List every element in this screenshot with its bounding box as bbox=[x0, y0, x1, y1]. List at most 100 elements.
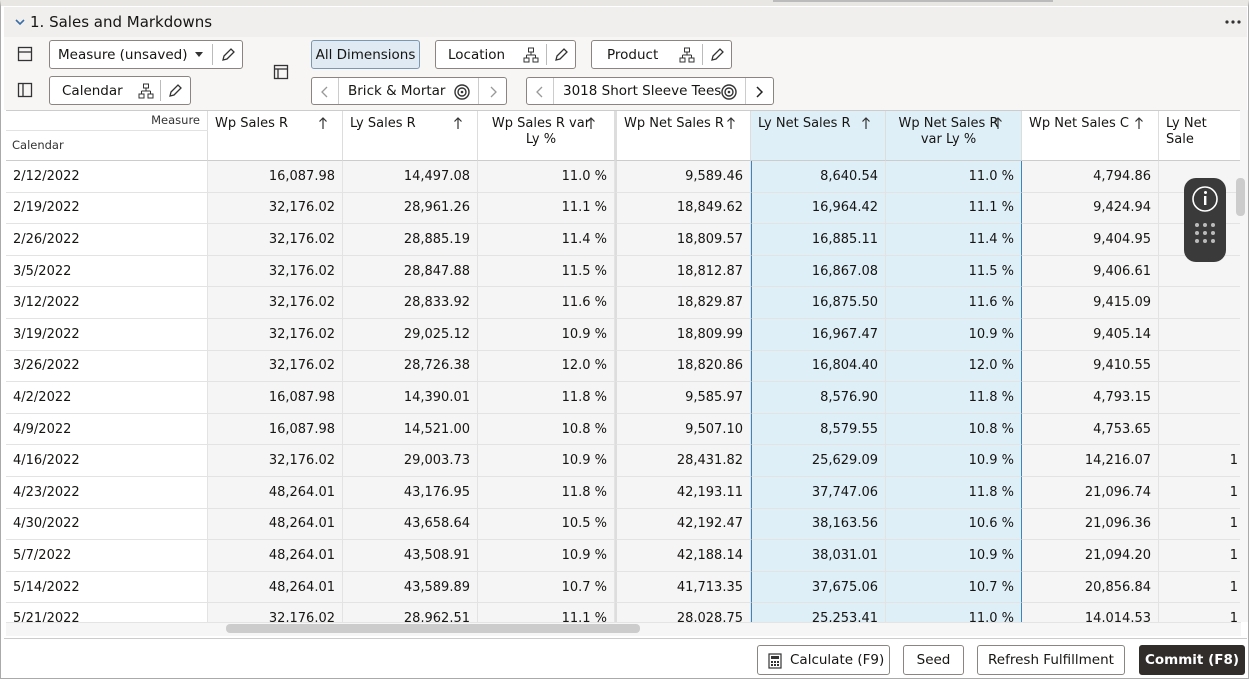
data-cell[interactable]: 11.4 % bbox=[478, 224, 615, 256]
data-cell[interactable]: 43,658.64 bbox=[343, 508, 478, 541]
data-cell[interactable]: 43,589.89 bbox=[343, 571, 478, 604]
column-header[interactable]: Wp Sales R bbox=[208, 111, 343, 161]
data-cell[interactable]: 14,014.53 bbox=[1022, 603, 1159, 622]
data-cell[interactable]: 16,885.11 bbox=[751, 224, 886, 256]
data-cell[interactable]: 28,847.88 bbox=[343, 255, 478, 288]
data-cell[interactable]: 12.0 % bbox=[886, 350, 1022, 383]
sort-icon[interactable] bbox=[861, 116, 871, 130]
data-cell[interactable] bbox=[1159, 287, 1241, 319]
commit-button[interactable]: Commit (F8) bbox=[1139, 645, 1245, 675]
data-cell[interactable]: 1 bbox=[1159, 540, 1241, 572]
data-cell[interactable]: 10.7 % bbox=[478, 571, 615, 604]
data-cell[interactable]: 11.0 % bbox=[886, 603, 1022, 622]
data-cell[interactable]: 43,176.95 bbox=[343, 477, 478, 509]
data-cell[interactable] bbox=[1159, 319, 1241, 351]
product-dimension[interactable]: Product bbox=[591, 40, 732, 69]
data-cell[interactable]: 11.8 % bbox=[478, 382, 615, 414]
data-cell[interactable]: 48,264.01 bbox=[208, 540, 343, 572]
data-cell[interactable]: 38,031.01 bbox=[751, 540, 886, 572]
data-cell[interactable]: 10.9 % bbox=[886, 445, 1022, 477]
data-cell[interactable]: 1 bbox=[1159, 571, 1241, 604]
data-cell[interactable]: 18,809.99 bbox=[615, 319, 751, 351]
data-cell[interactable]: 32,176.02 bbox=[208, 319, 343, 351]
location-selector[interactable]: Brick & Mortar bbox=[311, 77, 507, 105]
data-cell[interactable]: 11.1 % bbox=[478, 192, 615, 225]
data-cell[interactable]: 9,406.61 bbox=[1022, 255, 1159, 288]
edit-icon[interactable] bbox=[220, 47, 236, 63]
seed-button[interactable]: Seed bbox=[903, 645, 964, 675]
data-cell[interactable]: 10.7 % bbox=[886, 571, 1022, 604]
next-arrow[interactable] bbox=[754, 86, 764, 98]
data-cell[interactable]: 9,589.46 bbox=[615, 161, 751, 193]
calculate-button[interactable]: Calculate (F9) bbox=[757, 645, 890, 675]
column-header[interactable]: Wp Net Sales C bbox=[1022, 111, 1159, 161]
edit-icon[interactable] bbox=[167, 83, 183, 99]
data-cell[interactable]: 9,404.95 bbox=[1022, 224, 1159, 256]
data-cell[interactable] bbox=[1159, 413, 1241, 446]
data-cell[interactable]: 16,804.40 bbox=[751, 350, 886, 383]
data-cell[interactable]: 14,216.07 bbox=[1022, 445, 1159, 477]
data-cell[interactable]: 29,003.73 bbox=[343, 445, 478, 477]
target-icon[interactable] bbox=[720, 83, 738, 101]
data-cell[interactable]: 10.9 % bbox=[478, 319, 615, 351]
data-cell[interactable]: 21,096.74 bbox=[1022, 477, 1159, 509]
location-dimension[interactable]: Location bbox=[435, 40, 576, 69]
edit-icon[interactable] bbox=[709, 47, 725, 63]
data-cell[interactable]: 28,833.92 bbox=[343, 287, 478, 319]
data-cell[interactable]: 16,087.98 bbox=[208, 413, 343, 446]
data-cell[interactable]: 16,087.98 bbox=[208, 161, 343, 193]
data-cell[interactable]: 11.5 % bbox=[478, 255, 615, 288]
data-cell[interactable]: 9,585.97 bbox=[615, 382, 751, 414]
data-cell[interactable]: 10.8 % bbox=[886, 413, 1022, 446]
data-cell[interactable]: 14,390.01 bbox=[343, 382, 478, 414]
data-cell[interactable] bbox=[1159, 350, 1241, 383]
data-cell[interactable]: 32,176.02 bbox=[208, 255, 343, 288]
column-header[interactable]: Wp Net Sales R var Ly % bbox=[886, 111, 1022, 161]
data-cell[interactable]: 10.6 % bbox=[886, 508, 1022, 541]
data-cell[interactable]: 37,747.06 bbox=[751, 477, 886, 509]
prev-arrow[interactable] bbox=[320, 86, 330, 98]
data-cell[interactable]: 12.0 % bbox=[478, 350, 615, 383]
data-cell[interactable]: 1 bbox=[1159, 445, 1241, 477]
data-cell[interactable]: 21,094.20 bbox=[1022, 540, 1159, 572]
more-menu[interactable] bbox=[1224, 19, 1242, 25]
data-cell[interactable]: 9,415.09 bbox=[1022, 287, 1159, 319]
data-cell[interactable]: 10.8 % bbox=[478, 413, 615, 446]
prev-arrow[interactable] bbox=[535, 86, 545, 98]
data-cell[interactable]: 42,193.11 bbox=[615, 477, 751, 509]
sort-icon[interactable] bbox=[993, 116, 1003, 130]
data-cell[interactable]: 41,713.35 bbox=[615, 571, 751, 604]
data-cell[interactable]: 4,793.15 bbox=[1022, 382, 1159, 414]
column-header[interactable]: Ly Net Sale bbox=[1159, 111, 1241, 161]
data-cell[interactable]: 16,087.98 bbox=[208, 382, 343, 414]
data-cell[interactable]: 11.0 % bbox=[886, 161, 1022, 193]
data-cell[interactable]: 28,885.19 bbox=[343, 224, 478, 256]
data-cell[interactable]: 28,726.38 bbox=[343, 350, 478, 383]
data-cell[interactable]: 16,867.08 bbox=[751, 255, 886, 288]
data-cell[interactable]: 10.9 % bbox=[478, 445, 615, 477]
data-cell[interactable]: 8,579.55 bbox=[751, 413, 886, 446]
data-cell[interactable]: 28,028.75 bbox=[615, 603, 751, 622]
data-cell[interactable]: 28,431.82 bbox=[615, 445, 751, 477]
all-dimensions-button[interactable]: All Dimensions bbox=[311, 40, 420, 69]
layout-icon[interactable] bbox=[273, 64, 289, 80]
data-cell[interactable]: 42,188.14 bbox=[615, 540, 751, 572]
column-header[interactable]: Ly Net Sales R bbox=[751, 111, 886, 161]
data-cell[interactable]: 37,675.06 bbox=[751, 571, 886, 604]
data-cell[interactable]: 11.1 % bbox=[478, 603, 615, 622]
data-cell[interactable]: 28,961.26 bbox=[343, 192, 478, 225]
refresh-button[interactable]: Refresh Fulfillment bbox=[977, 645, 1125, 675]
data-cell[interactable]: 4,794.86 bbox=[1022, 161, 1159, 193]
data-cell[interactable]: 10.9 % bbox=[478, 540, 615, 572]
layout-icon[interactable] bbox=[17, 82, 33, 98]
data-cell[interactable]: 18,829.87 bbox=[615, 287, 751, 319]
sort-icon[interactable] bbox=[726, 116, 736, 130]
collapse-icon[interactable] bbox=[14, 17, 26, 27]
data-cell[interactable]: 14,521.00 bbox=[343, 413, 478, 446]
data-cell[interactable]: 10.9 % bbox=[886, 540, 1022, 572]
data-cell[interactable]: 42,192.47 bbox=[615, 508, 751, 541]
data-cell[interactable]: 9,507.10 bbox=[615, 413, 751, 446]
sort-icon[interactable] bbox=[1134, 116, 1144, 130]
data-cell[interactable]: 48,264.01 bbox=[208, 571, 343, 604]
data-cell[interactable]: 11.1 % bbox=[886, 192, 1022, 225]
